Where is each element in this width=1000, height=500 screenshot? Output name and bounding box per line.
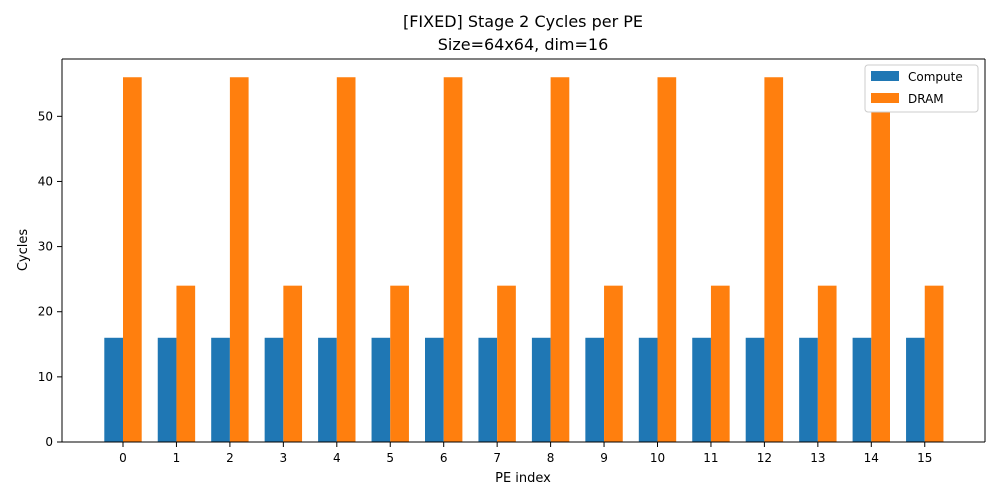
- legend-swatch-compute: [871, 71, 899, 81]
- y-tick-label-30: 30: [38, 240, 53, 254]
- bar-compute-pe-8: [531, 337, 551, 442]
- bar-dram-pe-13: [817, 285, 837, 442]
- x-tick-label-13: 13: [810, 451, 825, 465]
- bar-dram-pe-15: [924, 285, 944, 442]
- x-tick-label-15: 15: [917, 451, 932, 465]
- x-tick-label-7: 7: [493, 451, 501, 465]
- x-tick-label-11: 11: [703, 451, 718, 465]
- x-tick-label-5: 5: [386, 451, 394, 465]
- bar-dram-pe-11: [710, 285, 730, 442]
- y-tick-label-50: 50: [38, 109, 53, 123]
- bar-dram-pe-3: [283, 285, 303, 442]
- bar-dram-pe-7: [497, 285, 516, 442]
- x-tick-label-3: 3: [280, 451, 288, 465]
- bar-dram-pe-12: [764, 77, 784, 443]
- bar-compute-pe-3: [264, 337, 284, 442]
- legend-label-dram: DRAM: [908, 92, 944, 106]
- bar-compute-pe-15: [906, 337, 925, 442]
- bar-compute-pe-1: [157, 337, 177, 442]
- chart-subtitle: Size=64x64, dim=16: [438, 35, 609, 54]
- legend: Compute DRAM: [864, 64, 979, 113]
- x-tick-label-12: 12: [757, 451, 772, 465]
- x-tick-label-10: 10: [650, 451, 665, 465]
- x-tick-label-1: 1: [173, 451, 181, 465]
- x-tick-label-6: 6: [440, 451, 448, 465]
- bar-compute-pe-6: [425, 337, 444, 442]
- y-tick-label-0: 0: [45, 435, 53, 449]
- bar-dram-pe-6: [443, 77, 463, 443]
- x-tick-label-0: 0: [119, 451, 127, 465]
- bar-dram-pe-9: [604, 285, 623, 442]
- x-axis-label: PE index: [495, 471, 551, 486]
- x-tick-label-9: 9: [600, 451, 608, 465]
- y-tick-label-10: 10: [38, 370, 53, 384]
- bar-compute-pe-5: [371, 337, 391, 442]
- bar-compute-pe-14: [852, 337, 872, 442]
- bar-compute-pe-7: [478, 337, 498, 442]
- bar-dram-pe-2: [229, 77, 249, 443]
- bar-compute-pe-0: [104, 337, 123, 442]
- bar-compute-pe-9: [585, 337, 605, 442]
- y-tick-label-20: 20: [38, 305, 53, 319]
- bar-dram-pe-4: [336, 77, 356, 443]
- legend-label-compute: Compute: [908, 70, 963, 84]
- x-tick-label-4: 4: [333, 451, 341, 465]
- y-tick-label-40: 40: [38, 174, 53, 188]
- legend-swatch-dram: [871, 93, 899, 103]
- bar-compute-pe-12: [745, 337, 765, 442]
- bar-dram-pe-1: [176, 285, 196, 442]
- bar-compute-pe-4: [318, 337, 337, 442]
- x-tick-label-2: 2: [226, 451, 234, 465]
- bars-group: [104, 77, 944, 443]
- bar-compute-pe-2: [211, 337, 230, 442]
- bar-compute-pe-13: [799, 337, 818, 442]
- bar-compute-pe-10: [638, 337, 658, 442]
- y-axis-label: Cycles: [16, 229, 31, 272]
- y-ticks-group: 0 10 20 30 40 50: [38, 109, 62, 449]
- x-tick-label-14: 14: [864, 451, 879, 465]
- bar-dram-pe-5: [390, 285, 409, 442]
- bar-dram-pe-0: [123, 77, 142, 443]
- x-tick-label-8: 8: [547, 451, 555, 465]
- x-ticks-group: 0 1 2 3 4 5 6 7 8 9 10 11 12 13 14 15: [119, 442, 932, 465]
- bar-dram-pe-10: [657, 77, 677, 443]
- bar-compute-pe-11: [692, 337, 711, 442]
- chart-title: [FIXED] Stage 2 Cycles per PE: [403, 12, 643, 31]
- bar-dram-pe-14: [871, 77, 890, 443]
- bar-dram-pe-8: [550, 77, 570, 443]
